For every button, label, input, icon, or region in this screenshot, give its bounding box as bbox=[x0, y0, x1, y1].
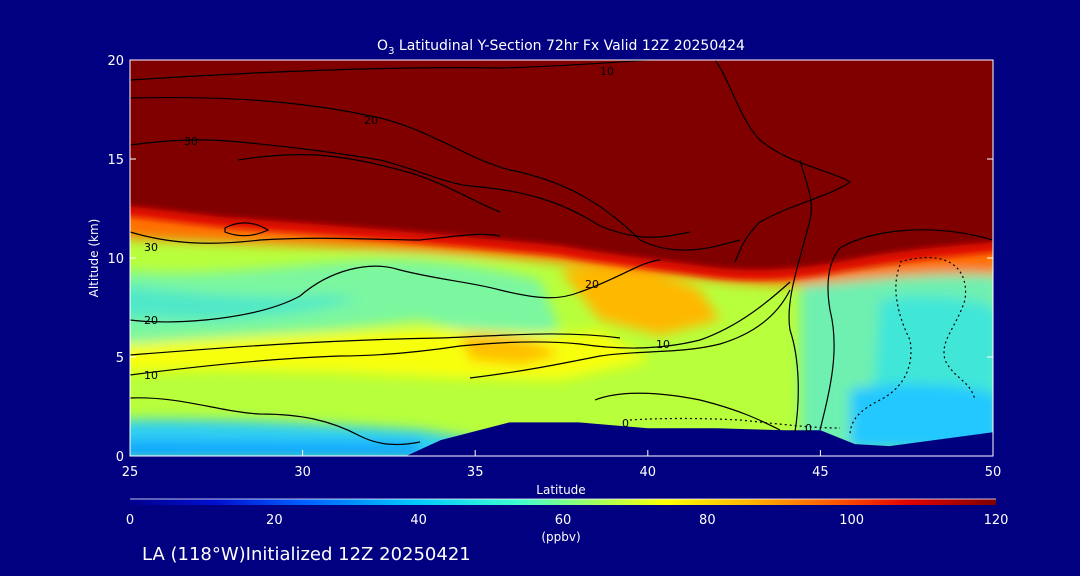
contour-20-lower bbox=[130, 259, 661, 323]
y-axis: 0 5 10 15 20 bbox=[107, 54, 993, 465]
contour-10-lower bbox=[130, 281, 791, 376]
colorbar-tick-label: 100 bbox=[839, 513, 864, 528]
x-tick-label: 30 bbox=[294, 465, 311, 480]
contour-mid bbox=[130, 333, 621, 356]
y-axis-label: Altitude (km) bbox=[87, 219, 101, 298]
contour-30-upper bbox=[130, 139, 691, 238]
contour-right-vertical bbox=[788, 159, 812, 433]
contour-label: 30 bbox=[184, 135, 198, 148]
high-ozone-region bbox=[130, 60, 993, 271]
title-prefix: O bbox=[377, 38, 388, 54]
x-tick-label: 40 bbox=[640, 465, 657, 480]
colorbar-tick-label: 40 bbox=[410, 513, 427, 528]
terrain-mask bbox=[406, 422, 993, 456]
colorbar-tick-label: 0 bbox=[126, 513, 134, 528]
title-subscript: 3 bbox=[388, 46, 394, 57]
contour-label: 30 bbox=[144, 241, 158, 254]
y-tick-label: 15 bbox=[107, 153, 124, 168]
footer-text: LA (118°W)Initialized 12Z 20250421 bbox=[142, 544, 471, 565]
dotted-2 bbox=[849, 264, 912, 437]
colorbar bbox=[130, 499, 996, 505]
contour-10-top bbox=[130, 60, 657, 81]
contour-10-right bbox=[714, 60, 852, 263]
y-tick-label: 10 bbox=[107, 252, 124, 267]
x-tick-label: 25 bbox=[122, 465, 139, 480]
contour-right-2 bbox=[819, 229, 993, 431]
contour-lines bbox=[130, 60, 993, 446]
contour-closed-small bbox=[224, 222, 270, 237]
dotted-1 bbox=[899, 256, 976, 401]
colorbar-tick-label: 20 bbox=[266, 513, 283, 528]
contour-labels: 10 20 30 30 20 10 20 10 0 0 bbox=[144, 65, 812, 435]
x-tick-label: 50 bbox=[985, 465, 1002, 480]
y-tick-label: 0 bbox=[116, 450, 124, 465]
contour-label: 20 bbox=[144, 314, 158, 327]
contour-label: 0 bbox=[805, 422, 812, 435]
contour-label: 20 bbox=[364, 114, 378, 127]
field-bottom-blue bbox=[130, 440, 420, 456]
contour-label: 0 bbox=[622, 417, 629, 430]
colorbar-tick-label: 80 bbox=[699, 513, 716, 528]
contour-label: 20 bbox=[585, 278, 599, 291]
field-right-cyan bbox=[850, 384, 993, 450]
field-teal bbox=[130, 286, 360, 320]
x-axis: 25 30 35 40 45 50 bbox=[122, 450, 1002, 480]
colorbar-unit: (ppbv) bbox=[541, 530, 580, 544]
contour-low-left bbox=[130, 397, 421, 446]
contour-30-lower bbox=[130, 231, 501, 244]
x-tick-label: 45 bbox=[812, 465, 829, 480]
field-orange-core-2 bbox=[460, 333, 560, 365]
x-tick-label: 35 bbox=[467, 465, 484, 480]
contour-label: 10 bbox=[656, 338, 670, 351]
contour-mid-2 bbox=[469, 289, 791, 379]
x-axis-label: Latitude bbox=[536, 483, 585, 497]
dotted-3 bbox=[629, 417, 841, 429]
contour-20-upper bbox=[130, 96, 741, 251]
colorbar-tick-label: 120 bbox=[984, 513, 1009, 528]
ozone-field: 10 20 30 30 20 10 20 10 0 0 bbox=[130, 60, 993, 456]
contour-dotted bbox=[629, 256, 976, 437]
contour-10-valley bbox=[594, 392, 781, 431]
title-rest: Latitudinal Y-Section 72hr Fx Valid 12Z … bbox=[394, 38, 745, 54]
y-tick-label: 5 bbox=[116, 351, 124, 366]
contour-label: 10 bbox=[144, 369, 158, 382]
contour-label: 10 bbox=[600, 65, 614, 78]
y-tick-label: 20 bbox=[107, 54, 124, 69]
contour-inner bbox=[237, 153, 501, 213]
chart-title: O3 Latitudinal Y-Section 72hr Fx Valid 1… bbox=[377, 38, 745, 57]
colorbar-tick-label: 60 bbox=[555, 513, 572, 528]
colorbar-ticks: 0 20 40 60 80 100 120 bbox=[126, 513, 1009, 528]
